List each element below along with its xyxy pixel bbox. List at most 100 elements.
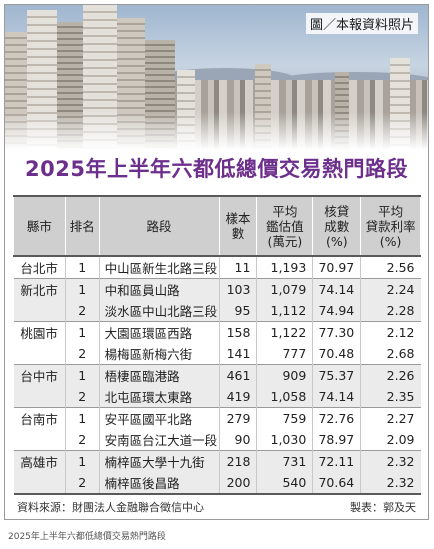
samples-cell: 200 [219,472,258,495]
column-header-line: 平均 [272,203,298,219]
ltv-cell: 70.97 [312,256,362,279]
rank-cell: 1 [65,407,100,429]
rank-cell: 2 [65,386,100,408]
rate-cell: 2.09 [360,429,421,451]
ltv-cell: 77.30 [312,321,362,343]
ltv-cell: 72.11 [312,450,362,472]
samples-cell: 95 [219,300,258,322]
ltv-cell: 72.76 [312,407,362,429]
table-row: 2 安南區台江大道一段 90 1,030 78.97 2.09 [13,429,421,451]
table-row: 桃園市 1 大園區環區西路 158 1,122 77.30 2.12 [13,321,421,343]
rank-cell: 2 [65,429,100,451]
rate-cell: 2.56 [360,256,421,279]
road-cell: 淡水區中山北路三段 [99,300,220,322]
column-header: 樣本數 [218,195,258,257]
rank-cell: 1 [65,278,100,300]
road-cell: 安平區國平北路 [99,407,220,429]
column-header: 縣市 [13,195,66,257]
appraisal-cell: 1,030 [256,429,314,451]
column-header-line: (萬元) [267,233,303,249]
photo-credit: 圖／本報資料照片 [305,13,418,34]
table-row: 台南市 1 安平區國平北路 279 759 72.76 2.27 [13,407,421,429]
appraisal-cell: 540 [256,472,314,495]
ltv-cell: 74.94 [312,300,362,322]
appraisal-cell: 1,058 [256,386,314,408]
rank-cell: 2 [65,343,100,365]
column-header-line: 樣本 [225,211,251,226]
column-header-line: 縣市 [26,218,52,234]
city-cell: 高雄市 [13,450,66,472]
samples-cell: 158 [219,321,258,343]
appraisal-cell: 1,193 [256,256,314,279]
table-maker: 製表：郭及天 [350,501,416,514]
column-header-line: 成數 [324,218,350,234]
samples-cell: 279 [219,407,258,429]
samples-cell: 103 [219,278,258,300]
samples-cell: 141 [219,343,258,365]
road-cell: 中和區員山路 [99,278,220,300]
table-row: 2 楠梓區後昌路 200 540 70.64 2.32 [13,472,421,495]
road-cell: 楠梓區大學十九街 [99,450,220,472]
appraisal-cell: 1,079 [256,278,314,300]
column-header-line: (%) [325,233,348,249]
appraisal-cell: 731 [256,450,314,472]
chart-title: 2025年上半年六都低總價交易熱門路段 [25,157,408,181]
data-table: 縣市 排名 路段 樣本數平均 鑑估值 (萬元) 核貸 成數 (%) 平均 貸款利率 (%) 台北市 1 中… [13,195,421,495]
rate-cell: 2.32 [360,450,421,472]
table-body: 台北市 1 中山區新生北路三段 11 1,193 70.97 2.56 新北市 1 中和區員山路 1… [13,256,421,495]
column-header-line: 貸款利率 [365,218,416,234]
image-caption: 2025年上半年六都低總價交易熱門路段 [8,532,166,542]
city-cell [13,429,66,451]
rank-cell: 2 [65,300,100,322]
city-cell [13,386,66,408]
samples-cell: 461 [219,364,258,386]
ltv-cell: 70.64 [312,472,362,495]
road-cell: 楊梅區新梅六街 [99,343,220,365]
column-header-line: 核貸 [324,203,350,219]
road-cell: 安南區台江大道一段 [99,429,220,451]
column-header: 路段 [98,195,220,257]
table-row: 高雄市 1 楠梓區大學十九街 218 731 72.11 2.32 [13,450,421,472]
ltv-cell: 74.14 [312,278,362,300]
table-header-row: 縣市 排名 路段 樣本數平均 鑑估值 (萬元) 核貸 成數 (%) 平均 貸款利率 (%) [13,195,421,257]
appraisal-cell: 777 [256,343,314,365]
rate-cell: 2.27 [360,407,421,429]
column-header-line: 數 [231,226,245,241]
rate-cell: 2.35 [360,386,421,408]
rank-cell: 1 [65,321,100,343]
appraisal-cell: 759 [256,407,314,429]
samples-cell: 11 [219,256,258,279]
samples-cell: 218 [219,450,258,472]
infographic-card: 圖／本報資料照片 2025年上半年六都低總價交易熱門路段 縣市 排名 路段 樣本數平均… [4,4,429,520]
city-cell [13,343,66,365]
city-cell: 台南市 [13,407,66,429]
appraisal-cell: 1,112 [256,300,314,322]
table-row: 2 楊梅區新梅六街 141 777 70.48 2.68 [13,343,421,365]
samples-cell: 90 [219,429,258,451]
column-header-line: (%) [379,233,402,249]
column-header-line: 鑑估值 [266,218,304,234]
appraisal-cell: 909 [256,364,314,386]
road-cell: 大園區環區西路 [99,321,220,343]
ltv-cell: 74.14 [312,386,362,408]
rate-cell: 2.26 [360,364,421,386]
city-cell [13,472,66,495]
column-header: 平均 鑑估值 (萬元) [256,195,314,257]
road-cell: 中山區新生北路三段 [99,256,220,279]
column-header: 排名 [64,195,100,257]
road-cell: 梧棲區臨港路 [99,364,220,386]
ltv-cell: 78.97 [312,429,362,451]
rank-cell: 1 [65,450,100,472]
road-cell: 北屯區環太東路 [99,386,220,408]
appraisal-cell: 1,122 [256,321,314,343]
column-header: 核貸 成數 (%) [312,195,362,257]
table-row: 新北市 1 中和區員山路 103 1,079 74.14 2.24 [13,278,421,300]
table-row: 2 淡水區中山北路三段 95 1,112 74.94 2.28 [13,300,421,322]
rank-cell: 1 [65,364,100,386]
photo-fade [5,112,428,150]
samples-cell: 419 [219,386,258,408]
rate-cell: 2.28 [360,300,421,322]
city-cell: 桃園市 [13,321,66,343]
rank-cell: 1 [65,256,100,279]
column-header-line: 平均 [378,203,404,219]
